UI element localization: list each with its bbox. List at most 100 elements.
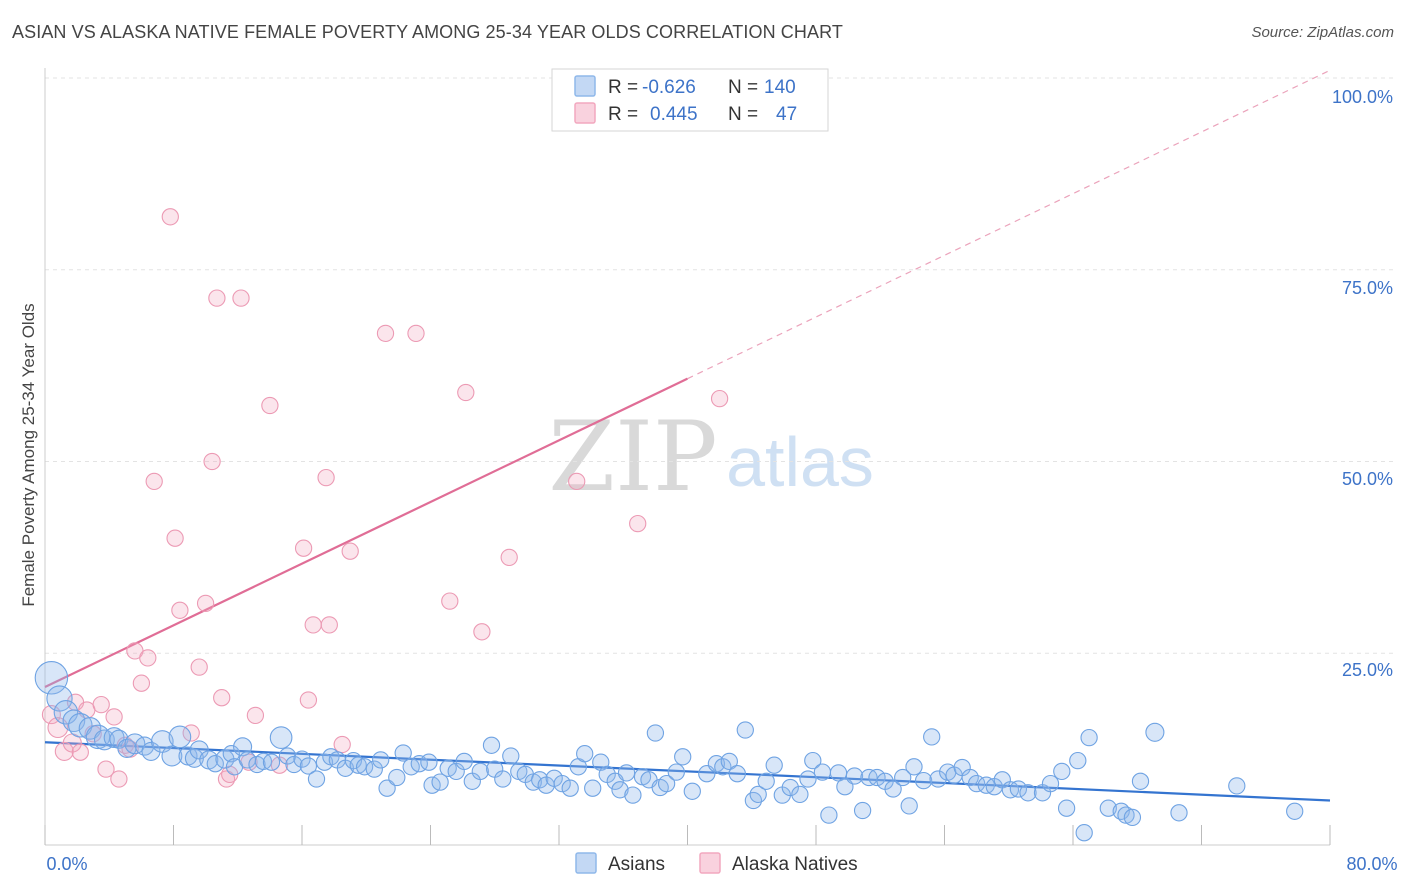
legend-frame bbox=[551, 68, 829, 132]
alaska-point-16 bbox=[139, 649, 157, 667]
asians-point-15 bbox=[161, 745, 183, 767]
asians-point-43 bbox=[365, 760, 383, 778]
legend-swatch-asians bbox=[574, 75, 596, 97]
alaska-point-37 bbox=[317, 468, 335, 487]
alaska-point-9 bbox=[97, 760, 115, 778]
asians-point-102 bbox=[813, 763, 832, 781]
asians-point-113 bbox=[900, 797, 918, 815]
asians-point-29 bbox=[262, 753, 281, 771]
legend-n-label-asians: N = bbox=[728, 77, 758, 98]
asians-point-61 bbox=[502, 747, 520, 765]
asians-point-2 bbox=[53, 700, 79, 725]
asians-point-58 bbox=[482, 736, 501, 754]
asians-point-94 bbox=[749, 785, 767, 804]
alaska-point-32 bbox=[261, 396, 279, 415]
alaska-point-8 bbox=[92, 695, 110, 714]
asians-point-71 bbox=[576, 745, 594, 763]
asians-point-111 bbox=[884, 780, 902, 798]
asians-point-136 bbox=[1099, 799, 1117, 817]
bottom-legend: Asians Alaska Natives bbox=[575, 852, 858, 875]
asians-point-85 bbox=[674, 748, 692, 766]
asians-point-135 bbox=[1080, 728, 1098, 747]
asians-point-77 bbox=[617, 764, 636, 782]
asians-point-116 bbox=[923, 728, 941, 746]
y-tick-label-75: 75.0% bbox=[1342, 278, 1393, 298]
alaska-point-38 bbox=[320, 616, 338, 634]
asians-point-46 bbox=[388, 768, 406, 787]
asians-point-69 bbox=[561, 779, 579, 797]
axes bbox=[44, 68, 1331, 846]
asians-point-30 bbox=[269, 726, 293, 749]
asians-point-131 bbox=[1053, 762, 1071, 781]
alaska-point-34 bbox=[294, 539, 313, 557]
asians-point-1 bbox=[46, 685, 73, 712]
asians-point-81 bbox=[646, 724, 665, 742]
source-credit: Source: ZipAtlas.com bbox=[1251, 24, 1394, 41]
alaska-trend-line-solid bbox=[44, 377, 688, 688]
alaska-point-18 bbox=[161, 208, 179, 226]
alaska-point-24 bbox=[203, 452, 221, 471]
asians-point-117 bbox=[929, 770, 947, 788]
alaska-point-19 bbox=[166, 529, 184, 547]
asians-point-8 bbox=[103, 727, 125, 749]
asians-point-47 bbox=[394, 744, 412, 762]
asians-point-143 bbox=[1228, 777, 1246, 795]
alaska-point-20 bbox=[171, 601, 189, 619]
legend-r-value-asians: -0.626 bbox=[642, 77, 696, 98]
asians-point-121 bbox=[961, 768, 979, 787]
asians-point-33 bbox=[293, 750, 311, 768]
asians-point-40 bbox=[344, 751, 363, 770]
alaska-point-15 bbox=[132, 674, 151, 692]
alaska-point-5 bbox=[71, 743, 89, 761]
asians-point-16 bbox=[168, 725, 192, 749]
alaska-point-42 bbox=[407, 324, 425, 343]
alaska-point-26 bbox=[213, 689, 231, 707]
asians-point-84 bbox=[667, 763, 685, 781]
asians-point-50 bbox=[420, 753, 438, 771]
asians-point-12 bbox=[135, 736, 155, 756]
legend-r-label-alaska: R = bbox=[608, 104, 638, 125]
alaska-point-43 bbox=[441, 592, 459, 610]
alaska-point-39 bbox=[333, 735, 351, 754]
alaska-point-45 bbox=[473, 623, 491, 641]
grid-lines bbox=[45, 77, 1395, 654]
bottom-legend-swatch-alaska bbox=[699, 852, 721, 874]
asians-point-99 bbox=[791, 785, 809, 804]
alaska-point-23 bbox=[196, 594, 215, 613]
asians-point-72 bbox=[584, 779, 602, 797]
y-tick-label-25: 25.0% bbox=[1342, 660, 1393, 680]
legend-n-label-alaska: N = bbox=[728, 104, 758, 125]
alaska-trend-line-dashed bbox=[687, 69, 1331, 380]
legend-r-value-alaska: 0.445 bbox=[650, 104, 698, 125]
bottom-legend-label-alaska: Alaska Natives bbox=[732, 854, 858, 875]
bottom-legend-label-asians: Asians bbox=[608, 854, 665, 875]
y-axis-label: Female Poverty Among 25-34 Year Olds bbox=[19, 303, 38, 606]
asians-point-57 bbox=[471, 762, 489, 781]
asians-point-115 bbox=[914, 771, 933, 790]
asians-point-90 bbox=[720, 752, 738, 771]
asians-point-98 bbox=[781, 778, 799, 797]
asians-point-109 bbox=[868, 768, 886, 787]
asians-point-83 bbox=[657, 774, 676, 793]
alaska-point-44 bbox=[457, 383, 475, 402]
alaska-point-35 bbox=[299, 691, 318, 709]
asians-point-55 bbox=[455, 752, 473, 771]
alaska-point-40 bbox=[341, 542, 359, 560]
asians-point-139 bbox=[1123, 808, 1142, 827]
asians-point-101 bbox=[804, 751, 822, 770]
asians-point-19 bbox=[189, 740, 209, 760]
asians-point-144 bbox=[1286, 802, 1304, 820]
asians-point-60 bbox=[494, 770, 512, 788]
alaska-point-27 bbox=[217, 770, 236, 788]
alaska-point-48 bbox=[629, 514, 647, 533]
legend-n-value-asians: 140 bbox=[764, 77, 796, 98]
alaska-point-22 bbox=[190, 658, 208, 676]
asians-point-105 bbox=[836, 778, 854, 796]
asians-point-45 bbox=[378, 779, 396, 797]
asians-point-35 bbox=[307, 770, 326, 788]
asians-point-106 bbox=[845, 767, 864, 785]
alaska-point-25 bbox=[208, 289, 226, 307]
asians-point-52 bbox=[431, 773, 449, 791]
legend-swatch-alaska bbox=[574, 102, 596, 124]
